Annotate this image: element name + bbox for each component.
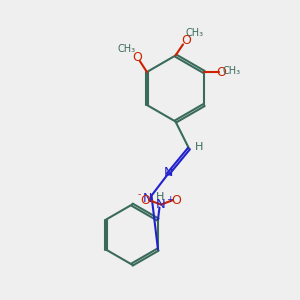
Text: CH₃: CH₃ — [186, 28, 204, 38]
Text: N: N — [143, 191, 153, 205]
Text: -: - — [137, 190, 140, 199]
Text: O: O — [132, 51, 142, 64]
Text: N: N — [163, 166, 173, 179]
Text: O: O — [140, 194, 150, 207]
Text: CH₃: CH₃ — [223, 66, 241, 76]
Text: CH₃: CH₃ — [118, 44, 136, 55]
Text: O: O — [216, 65, 226, 79]
Text: O: O — [172, 194, 182, 207]
Text: O: O — [181, 34, 190, 47]
Text: H: H — [156, 192, 164, 202]
Text: +: + — [166, 195, 173, 204]
Text: H: H — [195, 142, 204, 152]
Text: N: N — [156, 198, 166, 211]
